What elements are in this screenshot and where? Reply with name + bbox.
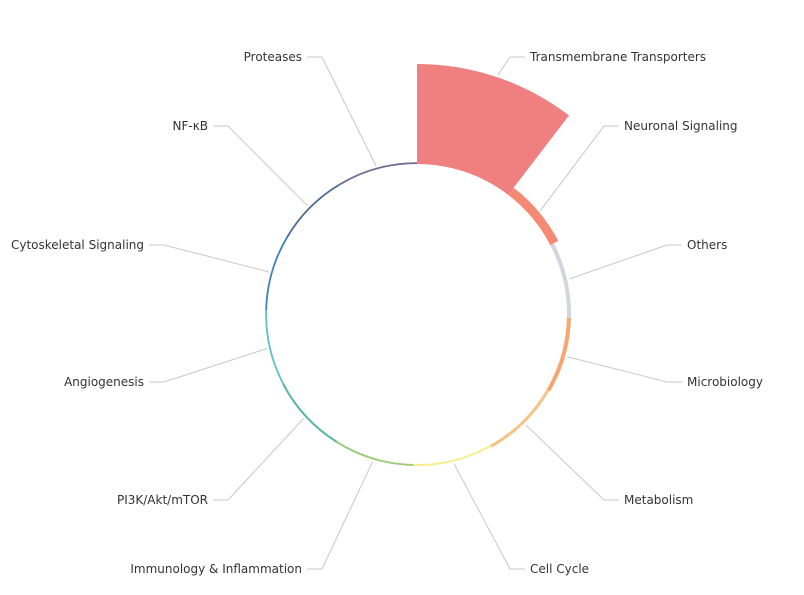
leader-line: [566, 356, 682, 383]
slice-metabolism[interactable]: [490, 389, 550, 448]
leader-line: [307, 56, 377, 167]
slice-proteases[interactable]: [338, 162, 417, 186]
leader-line: [453, 463, 525, 570]
slice-transmembrane-transporters[interactable]: [417, 64, 569, 195]
slice-others[interactable]: [550, 243, 571, 318]
leader-line: [149, 348, 268, 383]
slice-microbiology[interactable]: [546, 317, 571, 392]
slice-cell-cycle[interactable]: [413, 444, 492, 466]
slice-label: Neuronal Signaling: [624, 119, 738, 133]
slice-label: Proteases: [244, 50, 302, 64]
slice-cytoskeletal-signaling[interactable]: [265, 237, 288, 311]
leader-line: [149, 244, 270, 273]
slice-label: Metabolism: [624, 493, 693, 507]
leader-line: [213, 418, 305, 501]
slice-label: Immunology & Inflammation: [130, 562, 302, 576]
leader-line: [568, 244, 682, 280]
slice-label: PI3K/Akt/mTOR: [117, 493, 208, 507]
slice-label: NF-κB: [172, 119, 208, 133]
slice-label: Others: [687, 238, 727, 252]
leader-line: [540, 125, 619, 211]
slice-label: Transmembrane Transporters: [529, 50, 706, 64]
slice-label: Microbiology: [687, 375, 763, 389]
slice-immunology-inflammation[interactable]: [336, 441, 414, 466]
slice-label: Cell Cycle: [530, 562, 589, 576]
slice-neuronal-signaling[interactable]: [508, 187, 559, 246]
leader-line: [213, 125, 308, 207]
slices-group: [265, 64, 571, 466]
leader-line: [525, 424, 619, 501]
slice-label: Cytoskeletal Signaling: [11, 238, 144, 252]
slice-angiogenesis[interactable]: [265, 310, 284, 384]
leader-lines-group: [149, 56, 682, 570]
leader-line: [307, 461, 374, 570]
leader-line: [497, 56, 525, 76]
slice-pi3k-akt-mtor[interactable]: [282, 382, 338, 443]
slice-label: Angiogenesis: [64, 375, 144, 389]
labels-group: Transmembrane Transporters Neuronal Signa…: [11, 50, 763, 576]
